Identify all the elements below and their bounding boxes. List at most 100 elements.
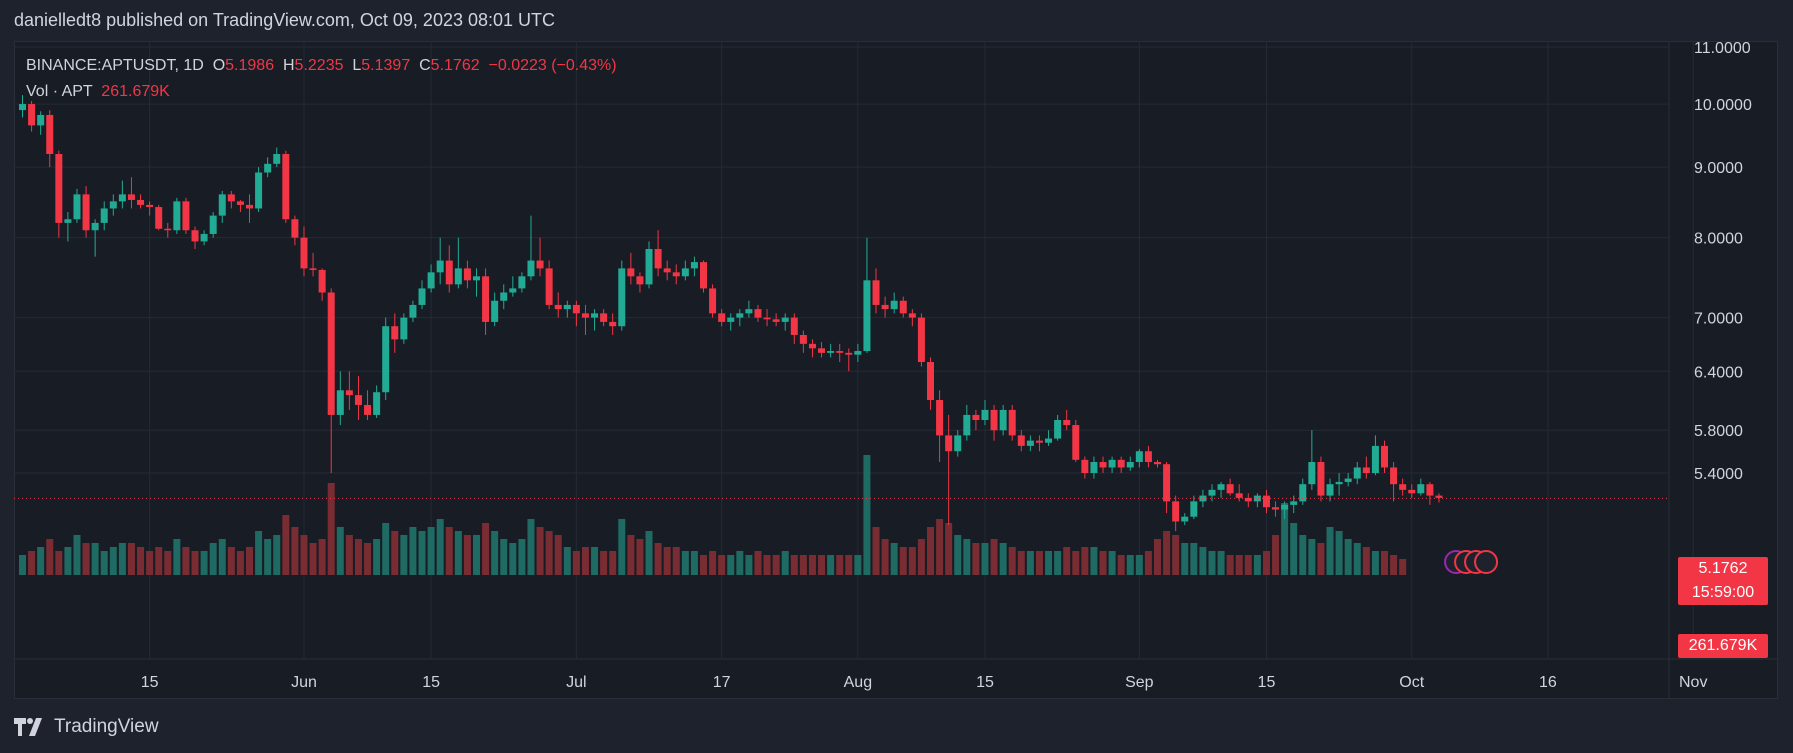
price-axis-label: 8.0000 [1694, 231, 1743, 248]
volume-bar [336, 527, 344, 575]
volume-bar [1063, 547, 1071, 575]
candle-body [1163, 464, 1171, 502]
volume-bar [600, 551, 608, 575]
chart-frame[interactable] [14, 41, 1778, 699]
candle-body [418, 288, 426, 305]
candle-body [1317, 462, 1325, 496]
volume-bar [1335, 531, 1343, 575]
candle-body [1353, 467, 1361, 479]
candle-body [327, 292, 335, 415]
candle-body [364, 404, 372, 415]
candle-body [19, 104, 26, 111]
legend-low-label: L [352, 57, 362, 74]
volume-bar [118, 543, 126, 575]
price-axis-label: 6.4000 [1694, 364, 1743, 381]
candle-body [46, 114, 54, 154]
candle-body [518, 276, 526, 289]
volume-bar [1108, 551, 1116, 575]
candle-body [28, 104, 36, 126]
volume-bar [445, 527, 453, 575]
time-axis-label: 15 [422, 674, 440, 691]
candle-body [591, 313, 599, 318]
candle-body [1154, 462, 1161, 465]
time-axis-label: 16 [1539, 674, 1557, 691]
volume-bar [282, 515, 290, 575]
candle-body [82, 194, 90, 231]
price-axis-label: 5.8000 [1694, 423, 1743, 440]
volume-bar [799, 555, 807, 575]
candle-body [936, 400, 944, 436]
volume-bar [772, 555, 780, 575]
volume-bar [845, 555, 853, 575]
volume-bar [854, 555, 862, 575]
candle-body [236, 201, 244, 205]
price-axis-label: 7.0000 [1694, 311, 1743, 328]
volume-bar [1072, 551, 1080, 575]
candle-body [37, 114, 45, 126]
volume-tag: 261.679K [1678, 634, 1768, 658]
candle-body [1099, 462, 1107, 468]
candle-body [155, 207, 163, 229]
volume-bar [1235, 555, 1243, 575]
volume-bar [273, 535, 281, 575]
volume-bar [972, 543, 980, 575]
candle-body [509, 288, 517, 293]
volume-bar [745, 555, 753, 575]
candle-body [127, 194, 135, 200]
candle-body [763, 317, 771, 320]
volume-bar [19, 555, 26, 575]
volume-bar [1163, 531, 1171, 575]
price-chart[interactable]: 11.0000 10.0000 9.0000 8.0000 7.0000 6.4000 5.… [14, 41, 1778, 699]
candle-body [627, 268, 635, 277]
candle-body [1217, 484, 1225, 490]
volume-bar [291, 527, 299, 575]
candle-body [146, 204, 154, 208]
time-axis-label: Sep [1125, 674, 1154, 691]
legend-symbol[interactable]: BINANCE:APTUSDT, 1D [26, 57, 204, 74]
candle-body [563, 304, 571, 310]
candle-body [972, 414, 980, 420]
candle-body [808, 343, 816, 349]
candle-body [799, 334, 807, 344]
volume-bar [563, 547, 571, 575]
bar-countdown: 15:59:00 [1691, 584, 1755, 601]
volume-bar [418, 531, 426, 575]
candle-body [1281, 504, 1289, 510]
candle-body [618, 268, 626, 327]
candle-body [790, 317, 798, 335]
volume-bar [1299, 535, 1307, 575]
volume-bar [963, 539, 971, 575]
volume-bar [954, 535, 962, 575]
candle-body [173, 201, 181, 231]
volume-bar [1154, 539, 1161, 575]
volume-bar [345, 535, 353, 575]
candle-body [491, 300, 499, 322]
volume-bar [1035, 551, 1043, 575]
volume-bar [672, 547, 680, 575]
candle-body [200, 233, 208, 242]
volume-bar [364, 543, 372, 575]
volume-bar [109, 547, 117, 575]
candle-body [291, 219, 299, 238]
volume-bar [1090, 547, 1098, 575]
last-price-tag: 5.1762 15:59:00 [1678, 557, 1768, 605]
candle-body [1417, 484, 1425, 494]
legend-vol-label[interactable]: Vol · APT [26, 83, 93, 100]
candle-body [500, 292, 508, 301]
volume-bar [609, 551, 617, 575]
candle-body [1344, 478, 1352, 482]
volume-bar [709, 551, 717, 575]
candle-body [963, 414, 971, 436]
candle-body [1108, 459, 1116, 468]
candle-body [554, 304, 562, 310]
volume-bar [64, 547, 72, 575]
volume-bar [436, 519, 444, 575]
candle-body [663, 268, 671, 273]
tradingview-logo[interactable]: TradingView [14, 716, 159, 738]
candle-body [854, 351, 862, 355]
candle-body [600, 313, 608, 322]
volume-bar [218, 539, 226, 575]
volume-bar [618, 519, 626, 575]
volume-bar [73, 535, 81, 575]
candle-body [745, 309, 753, 314]
